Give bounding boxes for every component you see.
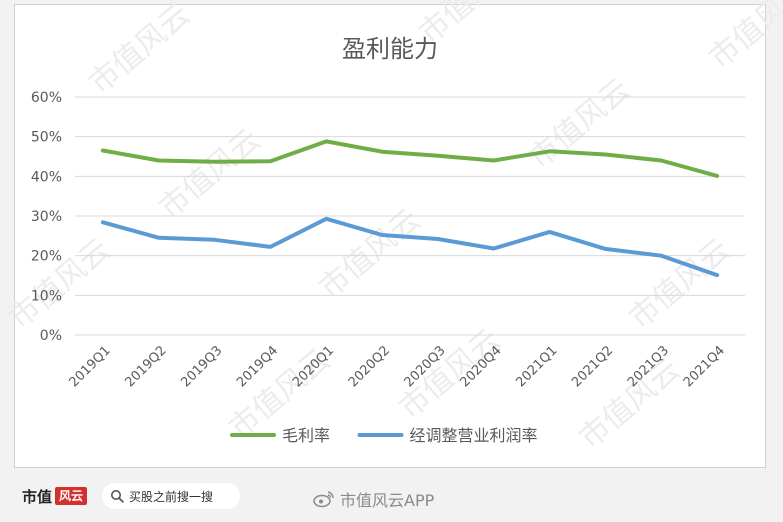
search-box[interactable]: 买股之前搜一搜 — [102, 483, 240, 509]
series-line-1 — [100, 139, 720, 178]
x-axis-ticks: 2019Q1 2019Q2 2019Q3 2019Q4 2020Q1 2020Q2 2020… — [67, 343, 728, 390]
logo-badge: 风云 — [55, 487, 88, 505]
watermark-text: 市值风云 — [703, 0, 783, 76]
x-tick-label: 2019Q2 — [122, 343, 169, 390]
y-tick-label: 30% — [31, 209, 62, 225]
y-tick-label: 40% — [31, 169, 62, 185]
gridlines — [75, 96, 745, 336]
series-line-2 — [100, 216, 720, 278]
x-tick-label: 2019Q1 — [67, 343, 114, 390]
chart-title: 盈利能力 — [342, 35, 438, 63]
brand-logo[interactable]: 市值 风云 — [22, 485, 88, 507]
y-tick-label: 0% — [40, 328, 62, 344]
weibo-watermark: 市值风云APP — [313, 487, 434, 511]
y-tick-label: 50% — [31, 130, 62, 146]
weibo-text: 市值风云APP — [340, 491, 435, 510]
weibo-icon — [313, 491, 334, 508]
footer-bar: 市值 风云 买股之前搜一搜 市值风云APP — [0, 472, 783, 522]
x-tick-label: 2021Q4 — [681, 343, 728, 390]
watermark-text: 市值风云 — [83, 0, 197, 101]
y-tick-label: 60% — [31, 90, 62, 106]
x-tick-label: 2019Q3 — [178, 343, 225, 390]
legend-label-1: 毛利率 — [282, 426, 330, 445]
watermark-text: 市值风云 — [153, 122, 267, 226]
x-tick-label: 2021Q1 — [513, 343, 560, 390]
series-lines — [100, 139, 720, 278]
watermark-text: 市值风云 — [523, 72, 637, 176]
y-tick-label: 10% — [31, 288, 62, 304]
x-tick-label: 2020Q2 — [346, 343, 393, 390]
watermark-text: 市值风云 — [623, 232, 737, 336]
y-tick-label: 20% — [31, 249, 62, 265]
y-axis-ticks: 0% 10% 20% 30% 40% 50% 60% — [31, 90, 62, 344]
legend-label-2: 经调整营业利润率 — [410, 426, 538, 445]
logo-text: 市值 — [22, 487, 53, 506]
legend: 毛利率 经调整营业利润率 — [230, 426, 538, 445]
search-icon — [111, 490, 124, 503]
x-tick-label: 2021Q2 — [569, 343, 616, 390]
search-placeholder: 买股之前搜一搜 — [129, 489, 214, 504]
